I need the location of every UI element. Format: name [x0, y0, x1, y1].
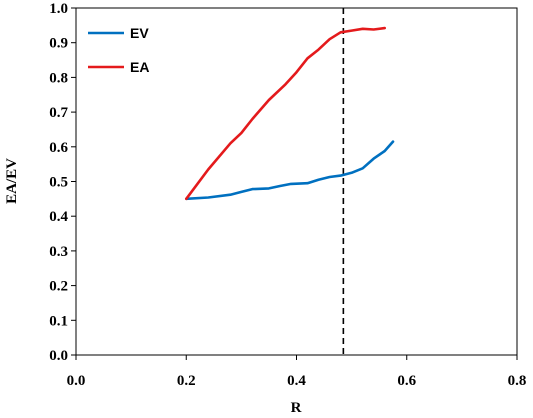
y-tick-label: 0.3 — [49, 244, 68, 260]
legend-label-ev: EV — [130, 25, 149, 41]
legend-label-ea: EA — [130, 59, 149, 75]
y-axis-ticks: 0.0 0.1 0.2 0.3 0.4 0.5 0.6 0.7 0.8 0.9 1.0 — [49, 1, 76, 364]
series-layer — [185, 26, 395, 201]
legend: EV EA — [88, 25, 149, 75]
series-line-ea — [185, 26, 387, 201]
series-line-ev — [185, 140, 395, 201]
y-tick-label: 0.0 — [49, 348, 68, 364]
x-axis-ticks: 0.0 0.2 0.4 0.6 0.8 — [67, 355, 527, 389]
y-tick-label: 0.6 — [49, 140, 68, 156]
x-tick-label: 0.6 — [397, 373, 416, 389]
y-tick-label: 0.7 — [49, 105, 68, 121]
plot-area — [75, 7, 518, 356]
y-tick-label: 0.4 — [49, 209, 68, 225]
y-tick-label: 0.1 — [49, 313, 68, 329]
x-tick-label: 0.0 — [67, 373, 86, 389]
y-axis-title: EA/EV — [4, 158, 20, 204]
y-tick-label: 0.5 — [49, 175, 68, 191]
x-tick-label: 0.8 — [508, 373, 527, 389]
y-tick-label: 0.8 — [49, 70, 68, 86]
y-tick-label: 1.0 — [49, 1, 68, 17]
x-axis-title: R — [291, 400, 302, 416]
y-tick-label: 0.2 — [49, 279, 68, 295]
x-tick-label: 0.2 — [177, 373, 196, 389]
x-tick-label: 0.4 — [287, 373, 306, 389]
y-tick-label: 0.9 — [49, 36, 68, 52]
